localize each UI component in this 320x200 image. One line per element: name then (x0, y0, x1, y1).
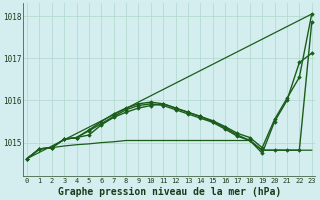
X-axis label: Graphe pression niveau de la mer (hPa): Graphe pression niveau de la mer (hPa) (58, 186, 281, 197)
